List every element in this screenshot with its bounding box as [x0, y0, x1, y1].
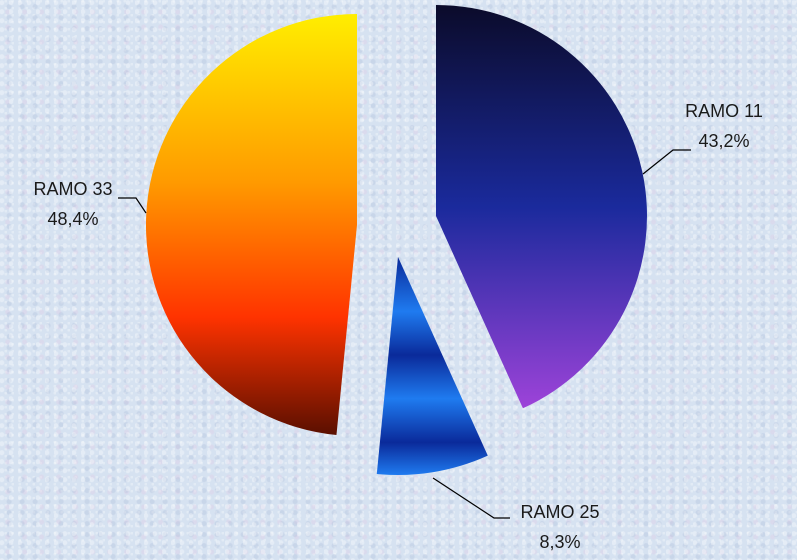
slice-value-label: 43,2% [698, 131, 749, 151]
slice-label: RAMO 25 [520, 502, 599, 522]
leader-line [118, 197, 147, 214]
slice-label: RAMO 11 [685, 101, 763, 121]
slice-value-label: 48,4% [47, 209, 98, 229]
leader-line [432, 477, 510, 519]
pie-slice-ramo-33 [145, 13, 357, 435]
leader-line [642, 149, 691, 175]
pie-slice-ramo-25 [376, 257, 488, 475]
slice-value-label: 8,3% [539, 532, 580, 552]
slice-label: RAMO 33 [33, 179, 112, 199]
pie-slice-ramo-11 [436, 5, 648, 409]
